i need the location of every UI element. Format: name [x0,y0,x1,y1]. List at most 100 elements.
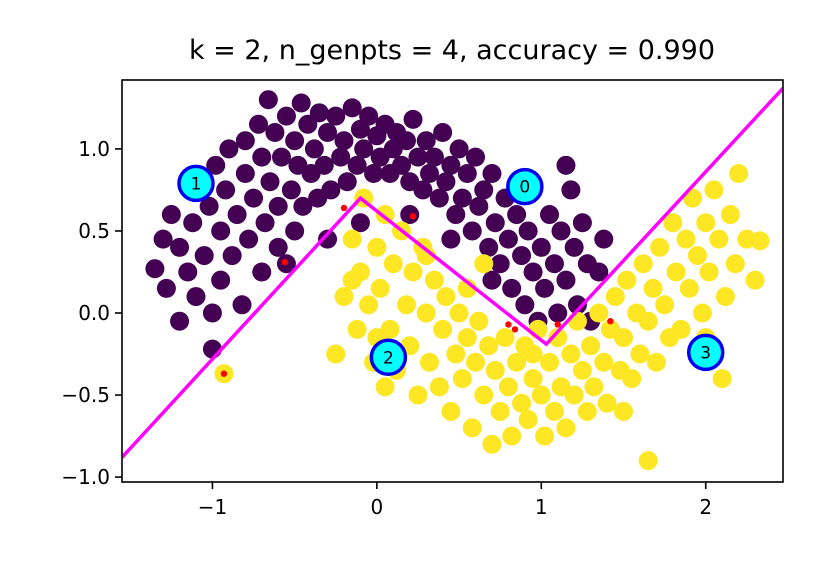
class-0-point [364,164,384,184]
class-1-point [556,418,576,438]
class-0-point [258,90,278,110]
class-0-point [419,164,439,184]
decision-boundary [122,87,783,459]
class-1-point [646,352,666,372]
class-1-point [650,237,670,257]
class-1-point [614,401,634,421]
class-1-point [490,401,510,421]
class-0-point [479,237,499,257]
class-0-point [271,147,291,167]
class-1-point [581,336,601,356]
class-1-point [750,231,770,251]
class-0-point [202,339,222,359]
class-0-point [424,147,444,167]
class-0-point [594,229,614,249]
class-0-point [194,246,214,266]
class-0-point [235,131,255,151]
class-1-point [367,237,387,257]
class-1-point [334,287,354,307]
class-0-point [531,237,551,257]
class-1-point [605,287,625,307]
class-0-point [318,229,338,249]
class-0-point [265,123,285,143]
class-0-point [219,139,239,159]
class-0-point [268,196,288,216]
class-1-point [396,295,416,315]
class-1-point [498,377,518,397]
class-0-point [416,131,436,151]
class-0-point [281,180,301,200]
class-0-point [161,205,181,225]
class-1-point [512,393,532,413]
class-0-point [441,229,461,249]
y-tick-label: 0.5 [78,219,110,243]
class-0-point [342,98,362,118]
class-0-point [535,278,555,298]
class-0-point [446,205,466,225]
class-1-point [342,270,362,290]
class-0-point [252,262,272,282]
class-0-point [413,180,433,200]
class-1-point [630,344,650,364]
class-1-point [614,328,634,348]
misclassified-marker [281,258,288,266]
y-tick-label: 1.0 [78,137,110,161]
class-0-point [589,262,609,282]
class-0-point [276,106,296,126]
class-1-point [725,254,745,274]
class-0-point [436,172,456,192]
class-0-point [523,262,543,282]
class-0-point [248,114,268,134]
class-1-point [617,270,637,290]
class-1-point [441,401,461,421]
class-0-point [429,188,449,208]
class-0-point [564,237,584,257]
class-1-point [419,352,439,372]
class-1-point [485,360,505,380]
class-1-point [495,328,515,348]
class-0-point [498,229,518,249]
class-0-point [211,221,231,241]
class-1-point [564,385,584,405]
class-0-point [433,123,453,143]
class-1-point [655,295,675,315]
class-1-point [326,344,346,364]
class-1-point [429,377,449,397]
class-0-point [170,311,190,331]
class-1-point [622,369,642,389]
class-1-point [523,369,543,389]
class-1-point [416,303,436,323]
class-1-point [676,229,696,249]
class-0-point [211,270,231,290]
class-0-point [485,213,505,233]
class-0-point [359,106,379,126]
misclassified-marker [220,370,228,377]
misclassified-marker [607,318,614,325]
class-1-point [548,328,568,348]
misclassified-marker [505,321,512,328]
class-1-point [687,246,707,266]
y-tick-label: −0.5 [61,383,110,407]
class-0-point [145,259,165,279]
class-0-point [572,213,592,233]
class-0-point [178,262,198,282]
class-1-point [507,352,527,372]
class-0-point [354,139,374,159]
class-1-point [577,401,597,421]
class-1-point [452,369,472,389]
class-1-point [704,180,724,200]
class-0-point [239,229,259,249]
class-0-point [318,123,338,143]
class-0-point [285,221,305,241]
class-0-point [156,278,176,298]
class-1-point [638,451,658,471]
class-0-point [400,205,420,225]
class-1-point [383,254,403,274]
class-1-point [466,352,486,372]
class-0-point [227,205,247,225]
class-1-point [712,369,732,389]
class-0-point [469,196,489,216]
class-0-point [392,155,412,175]
class-1-point [666,262,686,282]
class-0-point [396,131,416,151]
